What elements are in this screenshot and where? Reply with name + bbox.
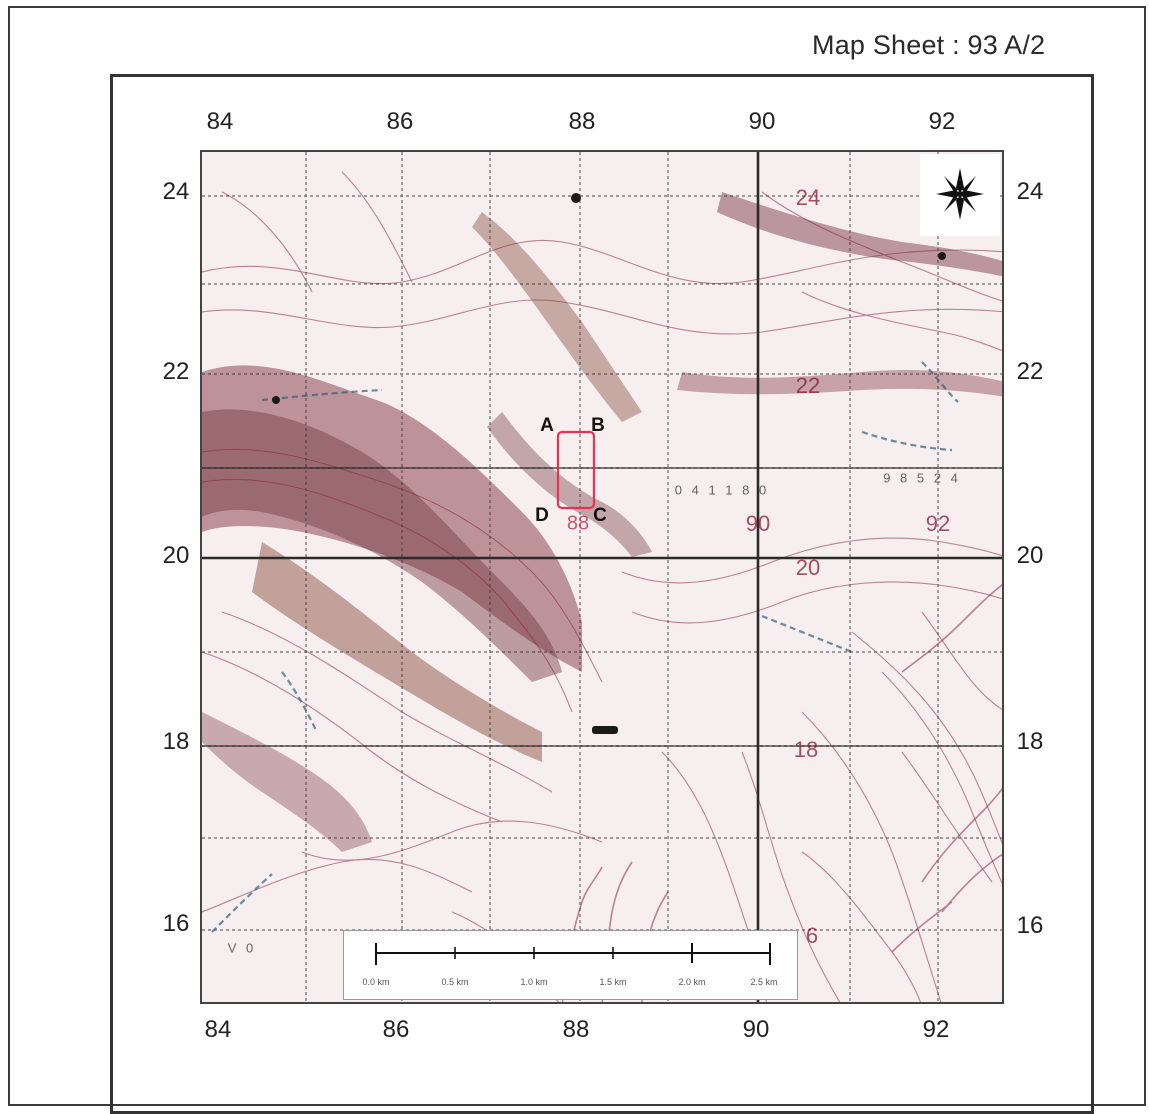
point-markers	[272, 193, 946, 734]
scale-bar: 0.0 km 0.5 km 1.0 km 1.5 km 2.0 km 2.5 k…	[343, 930, 798, 1000]
left-northing-18: 18	[162, 728, 190, 755]
spot-label-6: 6	[805, 923, 819, 948]
bottom-easting-84: 84	[204, 1016, 232, 1043]
top-easting-92: 92	[928, 108, 956, 135]
grid-number-annotation: 0 4 1 1 8 0	[674, 482, 770, 498]
right-northing-20: 20	[1016, 542, 1044, 569]
grid-number-annotation-right: 9 8 5 2 4	[883, 470, 961, 486]
spot-label-20: 20	[795, 555, 821, 580]
top-easting-86: 86	[386, 108, 414, 135]
corner-label-d: D	[535, 505, 549, 526]
right-northing-16: 16	[1016, 912, 1044, 939]
left-northing-16: 16	[162, 910, 190, 937]
spot-label-90: 90	[745, 511, 771, 536]
bottom-easting-90: 90	[742, 1016, 770, 1043]
corner-label-b: B	[591, 415, 605, 436]
scale-label-3: 1.5 km	[599, 977, 627, 987]
grid-lines-major	[202, 152, 1002, 1002]
north-arrow-box	[920, 154, 1000, 236]
spot-label-24: 24	[795, 185, 821, 210]
map-sheet-title: Map Sheet : 93 A/2	[812, 30, 1046, 60]
left-northing-20: 20	[162, 542, 190, 569]
grid-line-mid-horizontal	[202, 467, 1002, 747]
spot-label-88: 88	[566, 512, 590, 535]
left-northing-24: 24	[162, 178, 190, 205]
study-area-rectangle	[556, 430, 596, 510]
terrain-shading	[202, 192, 1002, 852]
compass-star-icon	[936, 168, 984, 220]
scale-label-5: 2.5 km	[750, 977, 778, 987]
spot-label-92: 92	[925, 511, 951, 536]
lower-left-annotation: V 0	[227, 940, 257, 956]
grid-lines-minor	[202, 152, 1002, 1002]
spot-label-22: 22	[795, 373, 821, 398]
top-easting-84: 84	[206, 108, 234, 135]
scale-bar-graphic	[375, 943, 771, 965]
scale-label-1: 0.5 km	[441, 977, 469, 987]
corner-label-a: A	[540, 415, 554, 436]
bottom-easting-86: 86	[382, 1016, 410, 1043]
right-northing-22: 22	[1016, 358, 1044, 385]
spot-label-18: 18	[793, 737, 819, 762]
map-drawing	[202, 152, 1002, 1002]
top-easting-90: 90	[748, 108, 776, 135]
corner-label-c: C	[593, 505, 607, 526]
scale-label-2: 1.0 km	[520, 977, 548, 987]
contour-lines	[202, 171, 1002, 1002]
scale-label-0: 0.0 km	[362, 977, 390, 987]
left-northing-22: 22	[162, 358, 190, 385]
right-northing-18: 18	[1016, 728, 1044, 755]
top-easting-88: 88	[568, 108, 596, 135]
right-northing-24: 24	[1016, 178, 1044, 205]
scale-label-4: 2.0 km	[678, 977, 706, 987]
topographic-map[interactable]: A B D C 24 22 90 92 20 18 6 88 0 4 1 1 8…	[200, 150, 1004, 1004]
bottom-easting-92: 92	[922, 1016, 950, 1043]
bottom-easting-88: 88	[562, 1016, 590, 1043]
